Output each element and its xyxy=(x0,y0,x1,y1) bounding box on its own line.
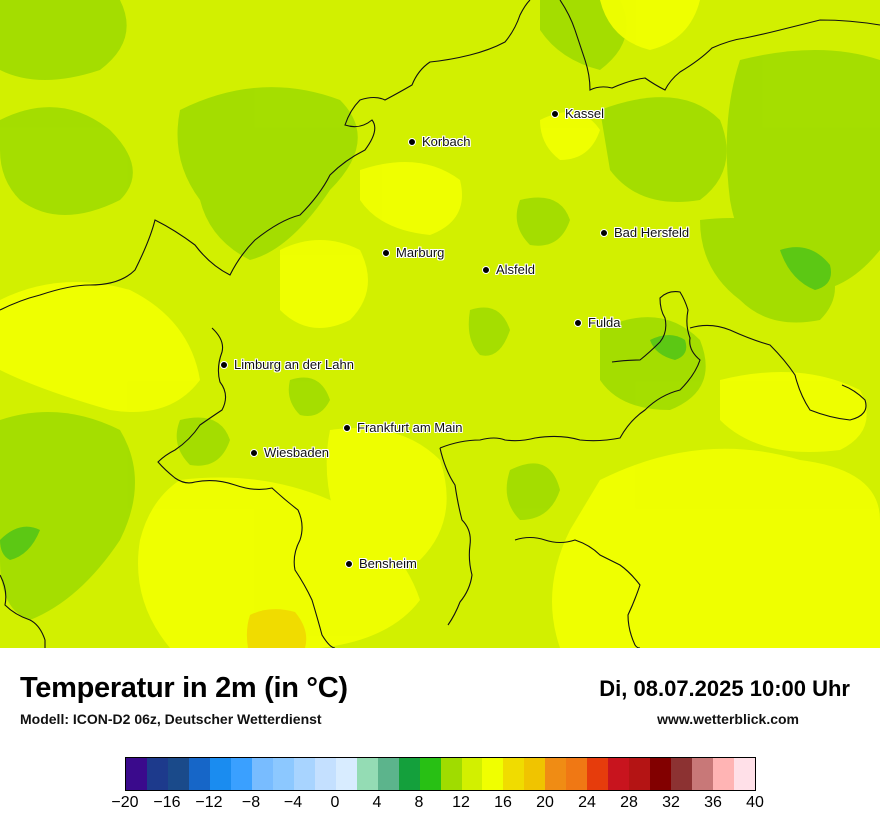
color-scale-tick-label: 16 xyxy=(494,794,512,811)
color-scale-cell xyxy=(398,758,420,790)
model-info: Modell: ICON-D2 06z, Deutscher Wetterdie… xyxy=(20,711,322,727)
color-scale-tick-label: 36 xyxy=(704,794,722,811)
city-label-marburg: Marburg xyxy=(382,245,444,260)
color-scale-cell xyxy=(461,758,483,790)
color-scale-tick-label: −4 xyxy=(283,794,303,811)
color-scale-cell xyxy=(734,758,756,790)
color-scale-cell xyxy=(209,758,231,790)
color-scale-cell xyxy=(566,758,588,790)
city-marker-icon xyxy=(600,228,608,237)
color-scale-tick-label: 32 xyxy=(662,794,680,811)
city-marker-icon xyxy=(220,360,228,369)
city-marker-icon xyxy=(551,109,559,118)
color-scale-cell xyxy=(713,758,735,790)
color-scale-cell xyxy=(356,758,378,790)
color-scale-tick-label: 4 xyxy=(372,794,382,811)
color-scale-cell xyxy=(314,758,336,790)
color-scale-labels: −20 −16 −12 −8 −4 0 4 8 12 16 20 24 28 32 36 40 xyxy=(111,794,763,816)
color-scale-bar xyxy=(125,757,756,791)
color-scale-tick-label: 0 xyxy=(330,794,340,811)
color-scale-tick-label: −12 xyxy=(195,794,223,811)
color-scale-cell xyxy=(377,758,399,790)
color-scale-legend: −20 −16 −12 −8 −4 0 4 8 12 16 20 24 28 32 36 40 xyxy=(111,757,764,811)
color-scale-tick-label: 28 xyxy=(620,794,638,811)
color-scale-cell xyxy=(167,758,189,790)
color-scale-tick-label: 24 xyxy=(578,794,596,811)
color-scale-tick-label: −8 xyxy=(241,794,261,811)
color-scale-cell xyxy=(503,758,525,790)
city-label-alsfeld: Alsfeld xyxy=(482,262,535,277)
color-scale-tick-label: 20 xyxy=(536,794,554,811)
city-marker-icon xyxy=(408,137,416,146)
color-scale-cell xyxy=(272,758,294,790)
city-marker-icon xyxy=(343,423,351,432)
temperature-field xyxy=(0,0,880,648)
color-scale-tick-label: 8 xyxy=(414,794,424,811)
color-scale-cell xyxy=(251,758,273,790)
color-scale-cell xyxy=(230,758,252,790)
city-label-korbach: Korbach xyxy=(408,134,470,149)
color-scale-cell xyxy=(545,758,567,790)
city-label-fulda: Fulda xyxy=(574,315,621,330)
color-scale-cell xyxy=(671,758,693,790)
city-marker-icon xyxy=(345,559,353,568)
color-scale-cell xyxy=(126,758,147,790)
forecast-datetime: Di, 08.07.2025 10:00 Uhr xyxy=(599,676,850,701)
color-scale-cell xyxy=(188,758,210,790)
city-label-wiesbaden: Wiesbaden xyxy=(250,445,329,460)
color-scale-cell xyxy=(293,758,315,790)
color-scale-tick-label: −20 xyxy=(111,794,139,811)
map-title: Temperatur in 2m (in °C) xyxy=(20,672,348,704)
color-scale-cell xyxy=(146,758,168,790)
color-scale-cell xyxy=(335,758,357,790)
color-scale-cell xyxy=(650,758,672,790)
color-scale-cell xyxy=(608,758,630,790)
city-label-bad-hersfeld: Bad Hersfeld xyxy=(600,225,689,240)
color-scale-cell xyxy=(587,758,609,790)
color-scale-cell xyxy=(524,758,546,790)
city-marker-icon xyxy=(482,265,490,274)
website-link[interactable]: www.wetterblick.com xyxy=(657,711,799,727)
city-label-kassel: Kassel xyxy=(551,106,604,121)
color-scale-cell xyxy=(482,758,504,790)
color-scale-tick-label: 40 xyxy=(746,794,764,811)
color-scale-cell xyxy=(692,758,714,790)
color-scale-cell xyxy=(440,758,462,790)
color-scale-tick-label: −16 xyxy=(153,794,181,811)
temperature-map: Kassel Korbach Bad Hersfeld Marburg Alsf… xyxy=(0,0,880,648)
color-scale-tick-label: 12 xyxy=(452,794,470,811)
city-label-limburg: Limburg an der Lahn xyxy=(220,357,354,372)
color-scale-cell xyxy=(629,758,651,790)
city-marker-icon xyxy=(574,318,582,327)
color-scale-cell xyxy=(419,758,441,790)
city-marker-icon xyxy=(250,448,258,457)
city-label-bensheim: Bensheim xyxy=(345,556,417,571)
city-label-frankfurt: Frankfurt am Main xyxy=(343,420,462,435)
city-marker-icon xyxy=(382,248,390,257)
